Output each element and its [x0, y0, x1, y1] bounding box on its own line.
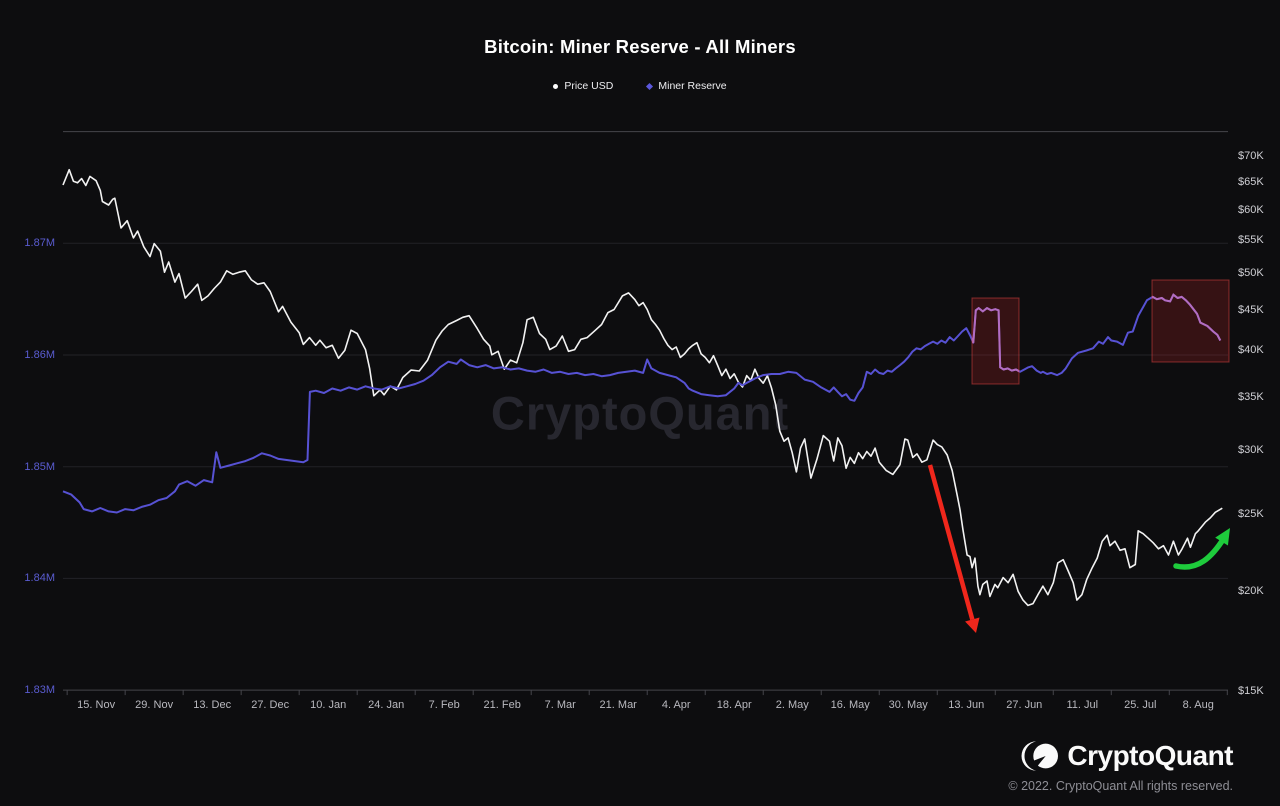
green-recovery-arrow-head [1215, 528, 1230, 546]
red-crash-arrow [927, 464, 975, 621]
x-axis-label: 24. Jan [368, 699, 405, 711]
cryptoquant-logo-icon [1021, 741, 1059, 771]
y-axis-label-reserve: 1.83M [24, 684, 55, 697]
x-axis-label: 4. Apr [661, 699, 691, 711]
legend-label-price-usd: Price USD [564, 80, 614, 92]
price-usd-marker-icon [553, 83, 559, 89]
june-reserve-spike-box [971, 297, 1020, 385]
x-axis-label: 8. Aug [1182, 699, 1214, 711]
y-axis-label-reserve: 1.84M [24, 572, 55, 585]
green-recovery-arrow [1173, 535, 1227, 570]
legend-label-miner-reserve: Miner Reserve [658, 80, 727, 92]
x-axis-label: 10. Jan [310, 699, 347, 711]
price-usd-line [62, 168, 1223, 607]
x-axis-label: 13. Jun [948, 699, 985, 711]
y-axis-label-price: $15K [1238, 685, 1264, 698]
x-axis-label: 25. Jul [1124, 699, 1157, 711]
legend-item-miner-reserve[interactable]: Miner Reserve [646, 80, 727, 92]
x-axis-label: 15. Nov [77, 699, 116, 711]
x-axis-label: 11. Jul [1066, 699, 1099, 711]
y-axis-label-price: $55K [1238, 233, 1264, 246]
y-axis-label-price: $60K [1238, 203, 1264, 216]
legend-item-price-usd[interactable]: Price USD [553, 80, 613, 92]
footer-branding: CryptoQuant © 2022. CryptoQuant All righ… [1008, 737, 1233, 793]
y-axis-label-price: $25K [1238, 507, 1264, 520]
y-axis-label-price: $20K [1238, 585, 1264, 598]
y-axis-label-price: $30K [1238, 444, 1264, 457]
copyright-text: © 2022. CryptoQuant All rights reserved. [1008, 779, 1233, 793]
brand-row: CryptoQuant [1008, 737, 1233, 775]
y-axis-label-reserve: 1.86M [24, 349, 55, 361]
x-axis-label: 27. Dec [251, 699, 290, 711]
y-axis-label-price: $70K [1238, 150, 1264, 162]
x-axis-label: 7. Feb [428, 699, 460, 711]
y-axis-label-price: $50K [1238, 266, 1264, 279]
y-axis-label-price: $45K [1238, 303, 1264, 316]
y-axis-label-price: $40K [1238, 344, 1264, 357]
x-axis-label: 18. Apr [716, 699, 752, 711]
chart-legend: Price USD Miner Reserve [0, 80, 1280, 92]
y-axis-label-price: $35K [1238, 390, 1264, 403]
x-axis-label: 16. May [830, 699, 870, 711]
x-axis-label: 30. May [888, 699, 928, 711]
cryptoquant-watermark: CryptoQuant [490, 386, 790, 440]
x-axis-label: 21. Mar [599, 699, 637, 711]
brand-name: CryptoQuant [1067, 740, 1233, 771]
chart-title: Bitcoin: Miner Reserve - All Miners [484, 36, 796, 57]
x-axis-label: 27. Jun [1006, 699, 1043, 711]
x-axis-label: 2. May [775, 699, 809, 711]
y-axis-label-price: $65K [1238, 175, 1264, 188]
x-axis-label: 13. Dec [193, 699, 232, 711]
miner-reserve-line [62, 293, 1222, 514]
x-axis-label: 29. Nov [135, 699, 174, 711]
august-reserve-peak-box [1151, 279, 1230, 363]
x-axis-label: 7. Mar [544, 699, 576, 711]
x-axis-label: 21. Feb [483, 699, 521, 711]
red-crash-arrow-head [965, 617, 980, 633]
miner-reserve-line-highlighted [972, 293, 1222, 384]
y-axis-label-reserve: 1.85M [24, 460, 55, 473]
y-axis-label-reserve: 1.87M [24, 237, 55, 250]
